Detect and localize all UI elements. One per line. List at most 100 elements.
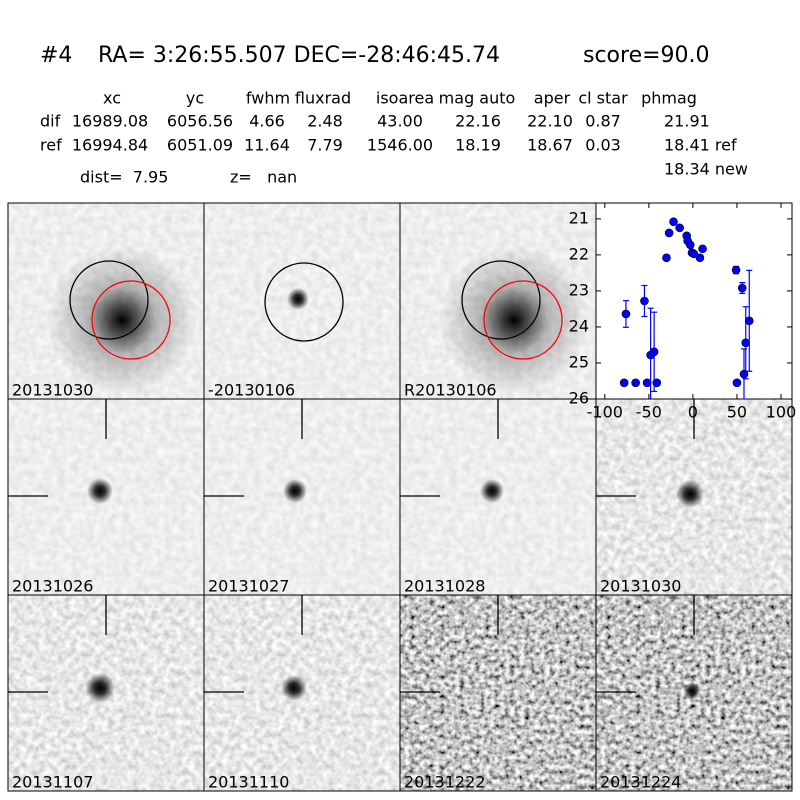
galaxy [439,245,589,395]
cell: 11.64 [244,136,290,155]
point [695,253,705,263]
coordinates: RA= 3:26:55.507 DEC=-28:46:45.74 [98,43,500,68]
point [652,378,662,388]
aperture [69,260,149,340]
column-header: phmag [641,89,697,108]
cell: 2.48 [307,112,343,131]
stamp: 20131110 [203,594,401,792]
cell: 18.67 [527,136,573,155]
y-tick-label: 23 [569,280,589,299]
x-tick-label: -100 [587,403,623,422]
row-label: ref [40,136,62,155]
point [649,347,659,357]
aperture [461,260,541,340]
stamp: R20130106 [399,202,597,400]
stamp-label: 20131107 [12,773,93,792]
x-tick-label: -50 [636,403,662,422]
aperture [483,280,563,360]
stamp: 20131027 [203,398,401,596]
cell: 21.91 [664,112,710,131]
point [631,378,640,388]
cell: 0.03 [585,136,621,155]
point [737,283,747,293]
aperture [264,262,344,342]
stamp: 20131030 [7,202,205,400]
cell: 22.16 [455,112,501,131]
column-header: mag auto [439,89,516,108]
cell: 6051.09 [167,136,233,155]
y-tick-label: 24 [569,316,589,335]
source [676,480,704,508]
stamp: 20131028 [399,398,597,596]
stamp-frame [595,594,793,792]
cell: 4.66 [249,112,285,131]
point [675,223,684,233]
stamp-label: 20131110 [208,773,289,792]
source [283,479,307,503]
stamp: -20130106 [203,202,401,400]
z: z= nan [230,168,297,187]
point [741,338,751,348]
dist: dist= 7.95 [80,168,168,187]
point [744,316,754,326]
column-header: xc [103,89,121,108]
cell: 16994.84 [72,136,148,155]
point [664,228,674,238]
column-header: fwhm [246,89,290,108]
phmag-new: 18.34 new [664,160,748,179]
y-tick-label: 25 [569,352,589,371]
galaxy [47,245,197,395]
column-header: isoarea [376,89,434,108]
stamp-label: 20131030 [12,381,93,400]
stamp-label: 20131224 [600,773,681,792]
x-tick-label: 50 [727,403,747,422]
stamp-label: 20131027 [208,577,289,596]
stamp: 20131224 [595,594,793,792]
candidate-id: #4 [40,43,72,68]
cell: 43.00 [377,112,423,131]
cell: 18.19 [455,136,501,155]
point [685,240,695,250]
point [662,253,671,263]
point [732,378,742,388]
point [689,249,699,259]
cell: 1546.00 [367,136,433,155]
stamp: 20131030 [595,398,793,596]
stamp-label: -20130106 [208,381,295,400]
y-tick-label: 22 [569,244,589,263]
point [640,296,649,306]
cell: 0.87 [585,112,621,131]
cell: 7.79 [307,136,343,155]
stamp-label: R20130106 [404,381,497,400]
aperture [91,280,171,360]
y-tick-label: 26 [569,389,589,408]
column-header: yc [186,89,204,108]
cell: 6056.56 [167,112,233,131]
source [480,479,504,503]
point [621,309,631,319]
stamp: 20131107 [7,594,205,792]
y-tick-label: 21 [569,208,589,227]
stamp-label: 20131030 [600,577,681,596]
stamp: 20131222 [399,594,597,792]
score: score=90.0 [583,43,710,68]
point [698,244,707,254]
source [287,288,309,310]
column-header: fluxrad [295,89,351,108]
column-header: cl star [578,89,628,108]
cell: 22.10 [527,112,573,131]
source [281,675,307,701]
stamp: 20131026 [7,398,205,596]
cell: 18.41 ref [664,136,737,155]
source [683,682,701,700]
stamp-label: 20131222 [404,773,485,792]
points [619,217,754,399]
source [87,478,113,504]
x-tick-label: 100 [766,403,797,422]
cell: 16989.08 [72,112,148,131]
x-tick-label: 0 [688,403,698,422]
row-label: dif [40,112,61,131]
point [669,217,678,227]
